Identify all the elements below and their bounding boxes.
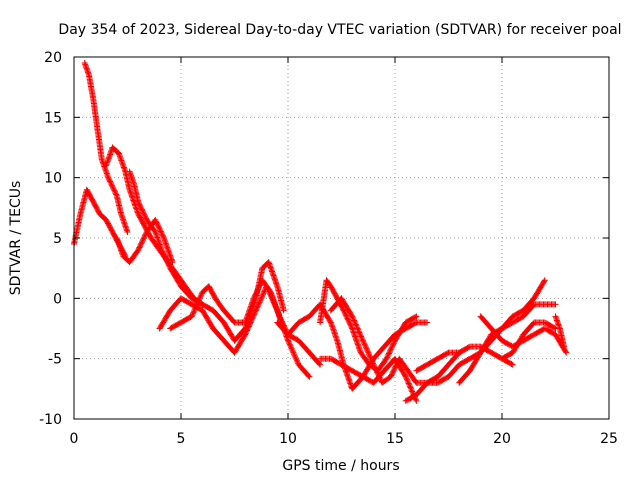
x-tick-label: 20 (493, 431, 511, 447)
plus-markers (552, 313, 568, 350)
satellite-track-10 (327, 295, 463, 386)
x-tick-label: 0 (70, 431, 79, 447)
y-tick-label: 15 (44, 110, 62, 126)
plus-markers (456, 301, 559, 386)
satellite-track-5 (113, 216, 176, 266)
satellite-track-14 (456, 301, 559, 386)
y-tick-label: 20 (44, 50, 62, 66)
x-tick-label: 5 (177, 431, 186, 447)
plus-markers (81, 60, 131, 235)
x-tick-label: 10 (279, 431, 297, 447)
plus-markers (499, 319, 559, 362)
plus-markers (103, 144, 206, 308)
plus-markers (167, 277, 324, 368)
satellite-track-3 (103, 144, 206, 308)
plus-markers (317, 355, 420, 404)
satellite-track-16 (499, 319, 559, 362)
y-tick-label: -5 (48, 352, 62, 368)
plus-markers (327, 295, 463, 386)
y-tick-label: 5 (53, 231, 62, 247)
satellite-track-17 (552, 313, 568, 350)
satellite-track-1 (81, 60, 131, 235)
x-axis-label: GPS time / hours (282, 458, 399, 474)
chart-title: Day 354 of 2023, Sidereal Day-to-day VTE… (58, 22, 621, 38)
satellite-track-7 (167, 277, 324, 368)
x-tick-label: 15 (386, 431, 404, 447)
y-tick-label: -10 (39, 412, 62, 428)
axis-ticks: 0 5 10 15 20 25 -10 -5 0 5 10 15 20 (39, 50, 618, 447)
y-tick-label: 0 (53, 291, 62, 307)
y-axis-label: SDTVAR / TECUs (8, 181, 24, 296)
grid-lines (74, 57, 609, 419)
plus-markers (113, 216, 176, 266)
data-points (71, 60, 570, 404)
y-tick-label: 10 (44, 171, 62, 187)
satellite-track-11 (317, 355, 420, 404)
x-tick-label: 25 (600, 431, 618, 447)
